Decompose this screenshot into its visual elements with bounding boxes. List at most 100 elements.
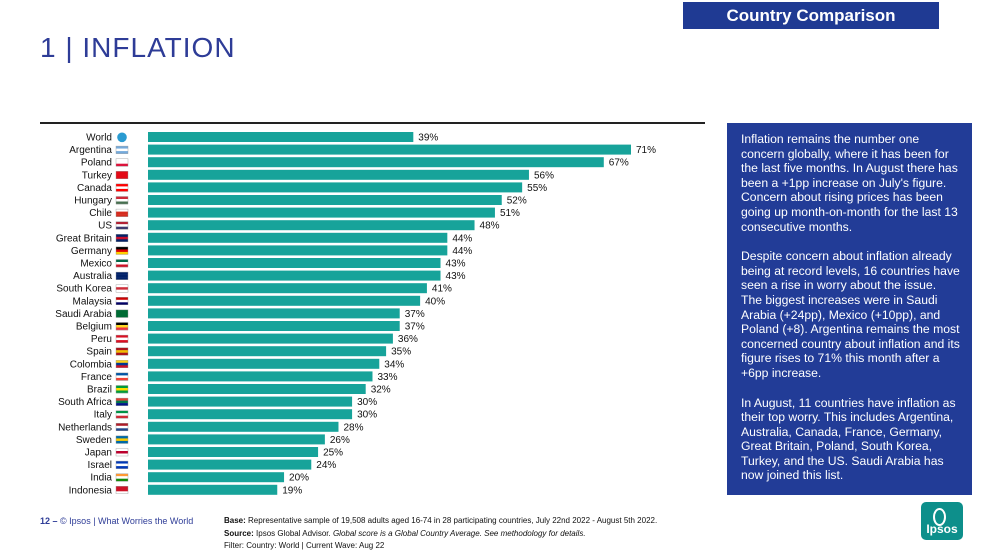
category-label: Germany	[71, 246, 112, 257]
flag-icon	[115, 448, 129, 457]
bar	[148, 232, 448, 243]
data-label: 48%	[480, 221, 500, 232]
source-text: Ipsos Global Advisor.	[253, 528, 333, 538]
category-label: Spain	[86, 347, 112, 358]
logo-mark-icon	[933, 508, 946, 526]
data-label: 44%	[452, 246, 472, 257]
category-label: South Africa	[58, 397, 112, 408]
flag-icon	[115, 145, 129, 154]
bar	[148, 421, 339, 432]
flag-icon	[115, 372, 129, 381]
bar	[148, 144, 631, 155]
category-label: Canada	[77, 183, 112, 194]
category-label: Mexico	[80, 259, 112, 270]
source-note-italic: Global score is a Global Country Average…	[332, 528, 586, 538]
category-label: Turkey	[82, 170, 112, 181]
category-label: Poland	[81, 158, 112, 169]
flag-icon	[115, 183, 129, 192]
bar	[148, 384, 366, 394]
category-label: Indonesia	[69, 485, 113, 496]
flag-icon	[115, 410, 129, 419]
category-label: Argentina	[69, 145, 112, 156]
bar	[148, 308, 400, 319]
bar	[148, 207, 495, 218]
bar	[148, 132, 414, 142]
flag-icon	[115, 234, 129, 243]
data-label: 35%	[391, 347, 411, 358]
data-label: 51%	[500, 208, 520, 219]
bar	[148, 283, 427, 294]
page-number: 12 –	[40, 516, 58, 526]
bar	[148, 321, 400, 331]
page-title: 1 | INFLATION	[40, 32, 236, 63]
category-label: Belgium	[76, 322, 112, 333]
flag-icon	[115, 473, 129, 482]
base-label: Base:	[224, 516, 246, 525]
data-label: 33%	[377, 372, 397, 383]
data-label: 24%	[316, 460, 336, 471]
commentary-panel: Inflation remains the number one concern…	[727, 123, 972, 495]
bar	[148, 295, 421, 306]
footer-credit: 12 – © Ipsos | What Worries the World	[40, 516, 193, 526]
category-label: India	[90, 473, 112, 484]
data-label: 30%	[357, 410, 377, 421]
flag-icon	[115, 246, 129, 255]
bar	[148, 434, 325, 445]
flag-icon	[115, 271, 129, 280]
flag-icon	[115, 208, 129, 217]
bar	[148, 157, 604, 168]
flag-icon	[115, 259, 129, 268]
data-label: 43%	[446, 271, 466, 282]
category-label: Japan	[85, 448, 112, 459]
flag-icon	[115, 360, 129, 369]
flag-icon	[115, 158, 129, 167]
bar	[148, 409, 353, 420]
category-label: Great Britain	[56, 233, 112, 244]
data-label: 55%	[527, 183, 547, 194]
category-label: Brazil	[87, 385, 112, 396]
data-label: 39%	[418, 133, 438, 144]
data-label: 44%	[452, 233, 472, 244]
filter-note: Filter: Country: World | Current Wave: A…	[224, 541, 385, 550]
category-label: Australia	[73, 271, 112, 282]
flag-icon	[115, 297, 129, 306]
data-label: 36%	[398, 334, 418, 345]
category-label: South Korea	[56, 284, 112, 295]
flag-icon	[115, 171, 129, 179]
data-label: 25%	[323, 448, 343, 459]
flag-icon	[115, 486, 129, 494]
category-label: Malaysia	[73, 296, 113, 307]
data-label: 20%	[289, 473, 309, 484]
bar	[148, 459, 312, 470]
category-label: Peru	[91, 334, 112, 345]
base-text: Representative sample of 19,508 adults a…	[245, 516, 658, 525]
category-label: US	[98, 221, 112, 232]
credit-text: © Ipsos | What Worries the World	[60, 516, 194, 526]
data-label: 32%	[371, 385, 391, 396]
bar	[148, 358, 380, 369]
bar	[148, 472, 285, 483]
flag-icon	[115, 284, 129, 293]
category-label: Italy	[94, 410, 112, 421]
flag-icon	[115, 423, 129, 431]
bar	[148, 258, 441, 268]
base-note: Base: Representative sample of 19,508 ad…	[224, 515, 657, 528]
category-label: Netherlands	[58, 422, 112, 433]
flag-icon	[115, 334, 129, 343]
bar	[148, 447, 319, 457]
logo-text: Ipsos	[926, 522, 958, 536]
flag-icon	[117, 132, 127, 143]
footnotes: Base: Representative sample of 19,508 ad…	[224, 515, 657, 553]
data-label: 56%	[534, 170, 554, 181]
source-label: Source:	[224, 528, 254, 538]
bar	[148, 371, 373, 382]
data-label: 37%	[405, 309, 425, 320]
flag-icon	[115, 385, 129, 394]
bar	[148, 182, 523, 193]
bar	[148, 220, 475, 231]
data-label: 19%	[282, 485, 302, 496]
bar	[148, 333, 393, 344]
bar	[148, 484, 278, 495]
ipsos-logo: Ipsos	[921, 502, 963, 540]
commentary-paragraph-1: Inflation remains the number one concern…	[741, 132, 958, 234]
